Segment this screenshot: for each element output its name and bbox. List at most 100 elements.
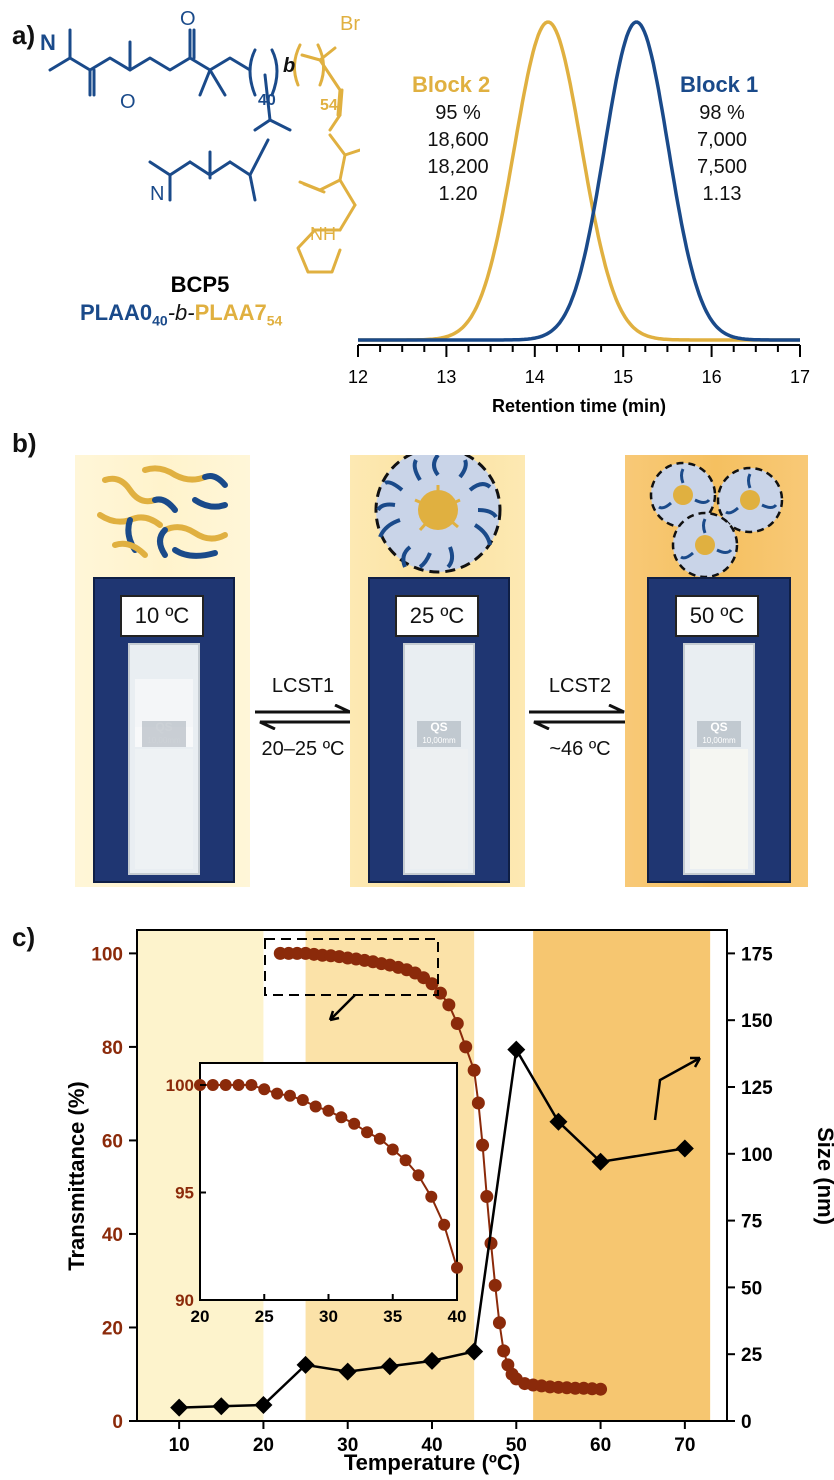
state-panel-25c: QS 10,00mm 25 ºC	[350, 455, 525, 887]
block1-title: Block 1	[680, 72, 759, 97]
right-y-tick-label: 0	[741, 1412, 752, 1433]
block1-dispersity: 1.13	[702, 183, 742, 205]
inset-frame	[199, 1062, 458, 1301]
gpc-x-axis-label: Retention time (min)	[492, 396, 666, 416]
temp-label-10c: 10 ºC	[120, 595, 204, 637]
inset-transmittance-point	[258, 1083, 271, 1096]
transmittance-point	[425, 977, 439, 991]
left-y-tick-label: 40	[102, 1225, 123, 1246]
size-point	[254, 1395, 273, 1414]
inset-transmittance-point	[386, 1143, 399, 1156]
x-tick-label: 20	[253, 1435, 274, 1456]
size-point	[296, 1355, 315, 1374]
inset-transmittance-point	[361, 1126, 374, 1139]
block-marker-b: b	[283, 55, 295, 77]
x-tick-label: 30	[337, 1435, 358, 1456]
n-atom-1: N	[40, 30, 56, 55]
inset-x-tick-label: 35	[383, 1307, 402, 1326]
right-y-tick-label: 25	[741, 1345, 763, 1366]
unimers-cartoon	[97, 465, 228, 559]
subscript-40: 40	[258, 92, 276, 109]
bcp-name: BCP5	[170, 272, 230, 297]
inset-transmittance-point	[206, 1079, 219, 1091]
state-panel-50c: QS 10,00mm 50 ºC	[625, 455, 808, 887]
transmittance-point	[476, 1138, 490, 1152]
left-y-tick-label: 80	[102, 1038, 123, 1059]
left-y-tick-label: 20	[102, 1318, 123, 1339]
transmittance-point	[594, 1382, 608, 1396]
block1-stats: 98 % 7,000 7,500 1.13	[682, 100, 762, 208]
right-y-tick-label: 50	[741, 1278, 762, 1299]
left-axis-label: Transmittance (%)	[64, 1081, 89, 1271]
size-point	[338, 1362, 357, 1381]
inset-x-tick-label: 20	[191, 1307, 210, 1326]
transmittance-point	[480, 1190, 494, 1204]
inset-transmittance-point	[438, 1218, 451, 1231]
block1-mn-gpc: 7,500	[696, 156, 748, 178]
right-y-tick-label: 75	[741, 1212, 763, 1233]
inset-transmittance-point	[283, 1089, 296, 1102]
block2-dispersity: 1.20	[438, 183, 478, 205]
o-atom-2: O	[180, 8, 196, 30]
size-point	[591, 1152, 610, 1171]
x-axis-label: Temperature (ºC)	[344, 1450, 520, 1475]
inset-x-tick-label: 30	[319, 1307, 338, 1326]
x-tick-label: 70	[674, 1435, 695, 1456]
left-y-tick-label: 100	[91, 944, 123, 965]
inset-transmittance-point	[348, 1117, 361, 1130]
size-point	[675, 1139, 694, 1158]
right-axis-arrow	[653, 1056, 702, 1121]
right-y-tick-label: 100	[741, 1145, 773, 1166]
left-y-tick-label: 0	[112, 1412, 123, 1433]
subscript-54: 54	[320, 97, 338, 114]
block2-mn-gpc: 18,200	[427, 156, 489, 178]
inset-x-tick-label: 40	[448, 1307, 467, 1326]
lcst2-label: LCST2	[548, 675, 612, 697]
bcp-block1-subscript: 40	[152, 312, 168, 329]
inset-y-tick-label: 90	[175, 1291, 194, 1310]
gpc-curve-block-1	[358, 20, 800, 342]
lcst1-range: 20–25 ºC	[261, 738, 345, 760]
n-atom-2: N	[150, 183, 164, 205]
block1-mn-theo: 7,000	[696, 129, 748, 151]
block1-conversion: 98 %	[699, 102, 745, 124]
transmittance-point	[467, 1063, 481, 1077]
temp-label-25c: 25 ºC	[395, 595, 479, 637]
inset-transmittance-point	[335, 1111, 348, 1124]
size-point	[170, 1398, 189, 1417]
gpc-tick-label: 16	[702, 367, 722, 387]
inset-transmittance-point	[245, 1079, 258, 1091]
block2-stats: 95 % 18,600 18,200 1.20	[418, 100, 498, 208]
shaded-region-3	[533, 930, 711, 1421]
inset-transmittance-point	[309, 1100, 322, 1113]
inset-transmittance-point	[232, 1079, 245, 1091]
transmittance-point	[488, 1278, 502, 1292]
transmittance-point	[433, 986, 447, 1000]
right-y-tick-label: 150	[741, 1011, 773, 1032]
transmittance-point	[492, 1316, 506, 1330]
inset-transmittance-point	[373, 1132, 386, 1145]
panel-b-label: b)	[12, 428, 37, 458]
transmittance-point	[497, 1344, 511, 1358]
bcp-formula: PLAA040-b-PLAA754	[80, 300, 282, 328]
size-point	[380, 1357, 399, 1376]
bromine-atom: Br	[340, 13, 360, 35]
x-tick-label: 10	[169, 1435, 190, 1456]
right-y-tick-label: 175	[741, 944, 773, 965]
cuvette-50c: QS 10,00mm	[683, 643, 755, 875]
size-point	[212, 1397, 231, 1416]
panel-a-label: a)	[12, 20, 36, 50]
panel-c-label: c)	[12, 922, 36, 952]
inset-y-tick-label: 100	[166, 1076, 194, 1095]
block2-conversion: 95 %	[435, 102, 481, 124]
inset-transmittance-point	[296, 1094, 309, 1107]
gpc-tick-label: 14	[525, 367, 545, 387]
bcp-block2-name: PLAA7	[194, 300, 267, 325]
inset-x-tick-label: 25	[255, 1307, 274, 1326]
gpc-tick-label: 12	[348, 367, 368, 387]
bcp-block1-name: PLAA0	[80, 300, 153, 325]
bcp-block2-subscript: 54	[266, 312, 283, 329]
inset-transmittance-point	[219, 1079, 232, 1091]
equilibrium-arrows-1	[255, 704, 355, 730]
aggregate-cartoon	[649, 461, 784, 579]
